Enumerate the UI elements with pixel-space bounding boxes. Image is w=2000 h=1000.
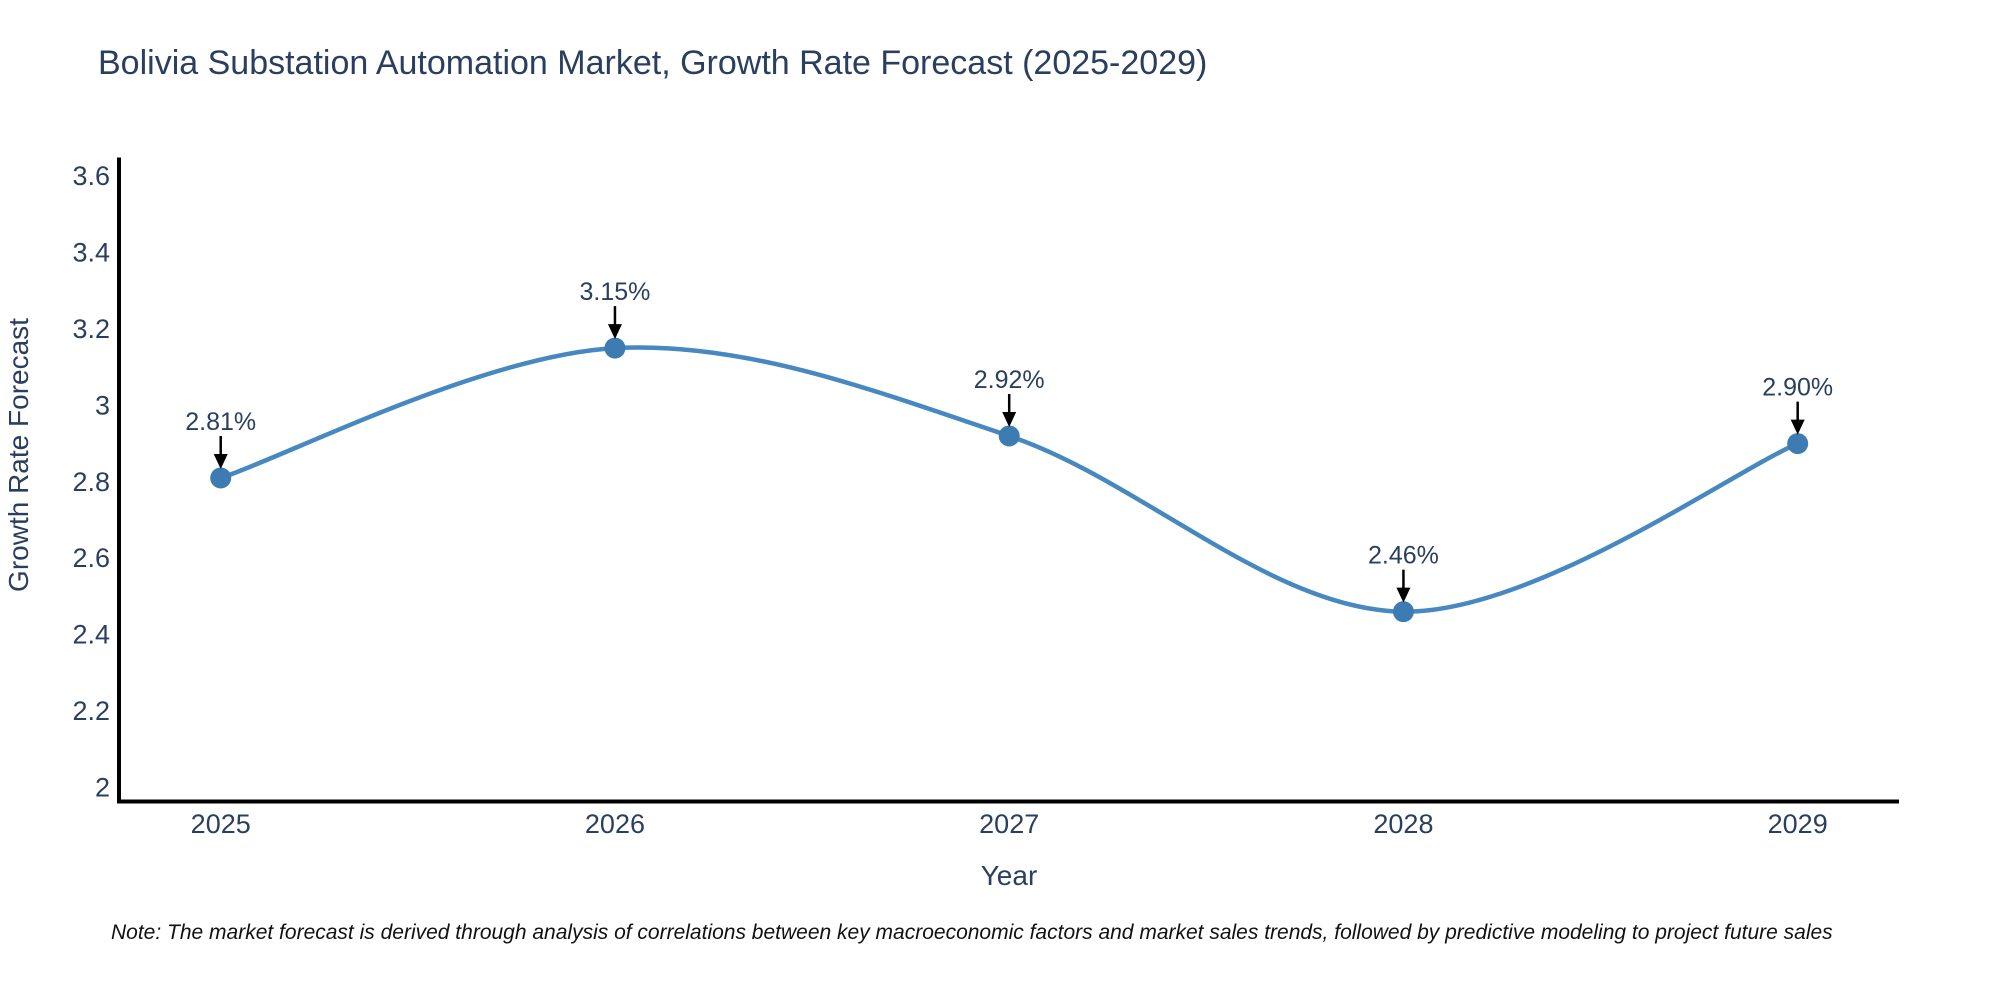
x-tick-label: 2025 xyxy=(191,809,251,839)
data-point-marker xyxy=(998,425,1020,447)
chart-title: Bolivia Substation Automation Market, Gr… xyxy=(98,44,1208,82)
annotation-label: 2.90% xyxy=(1762,374,1833,402)
x-axis-title: Year xyxy=(981,860,1038,891)
x-tick-label: 2026 xyxy=(585,809,645,839)
y-tick-label: 2.6 xyxy=(72,543,110,573)
y-tick-label: 2.8 xyxy=(72,467,110,497)
x-tick-label: 2029 xyxy=(1768,809,1828,839)
annotation-arrowhead-icon xyxy=(1396,587,1411,603)
y-tick-label: 3.2 xyxy=(72,314,110,344)
annotation-arrowhead-icon xyxy=(1790,419,1805,435)
y-tick-label: 2.4 xyxy=(72,620,110,650)
data-point-marker xyxy=(1392,601,1414,623)
x-tick-label: 2027 xyxy=(979,809,1039,839)
x-tick-label: 2028 xyxy=(1373,809,1433,839)
data-point-marker xyxy=(604,337,626,359)
data-point-marker xyxy=(210,467,232,489)
y-tick-label: 2 xyxy=(95,772,110,802)
y-tick-label: 2.2 xyxy=(72,696,110,726)
annotation-label: 3.15% xyxy=(580,278,651,306)
y-axis-title: Growth Rate Forecast xyxy=(3,318,34,592)
y-tick-label: 3.4 xyxy=(72,238,110,268)
annotation-arrowhead-icon xyxy=(1002,411,1017,427)
y-tick-label: 3.6 xyxy=(72,161,110,191)
annotation-label: 2.46% xyxy=(1368,542,1439,570)
annotation-arrowhead-icon xyxy=(607,324,622,340)
annotation-label: 2.92% xyxy=(974,366,1045,394)
y-tick-label: 3 xyxy=(95,390,110,420)
footnote: Note: The market forecast is derived thr… xyxy=(111,921,1833,944)
annotation-arrowhead-icon xyxy=(213,453,228,469)
data-point-marker xyxy=(1787,433,1809,455)
annotation-label: 2.81% xyxy=(185,408,256,436)
